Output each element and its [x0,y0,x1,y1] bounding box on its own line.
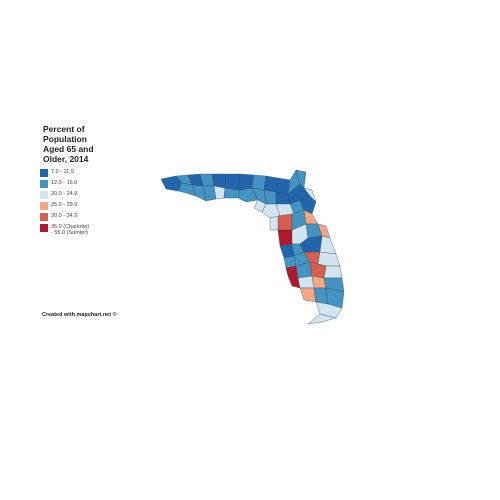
legend-label: 35.0 (Charlotte) - 55.0 (Sumter) [51,224,89,236]
county[interactable] [237,187,259,203]
county[interactable] [317,251,341,267]
legend-swatch [40,202,48,210]
county[interactable] [263,175,279,193]
county[interactable] [315,301,343,319]
county[interactable] [313,287,329,305]
legend-swatch [40,191,48,199]
legend-label-line: 35.0 (Charlotte) [51,224,90,230]
legend-title-line: Older, 2014 [43,154,89,164]
legend-label: 7.0 - 11.9 [51,169,74,175]
county[interactable] [213,185,226,200]
county[interactable] [263,189,277,205]
legend-label: 30.0 - 34.9 [51,213,78,219]
county[interactable] [299,287,317,303]
county[interactable] [299,195,317,215]
county[interactable] [177,182,197,197]
county[interactable] [297,275,315,289]
county[interactable] [269,215,279,231]
county[interactable] [319,235,337,255]
legend-label: 12.0 - 16.0 [51,180,78,186]
legend-swatch [40,224,48,232]
legend-label: 20.0 - 24.9 [51,191,78,197]
legend-swatch [40,169,48,177]
legend-swatch [40,213,48,221]
legend-title-line: Percent of [43,124,85,134]
county[interactable] [275,177,291,195]
legend-label: 25.0 - 29.9 [51,202,78,208]
county[interactable] [224,173,241,191]
county[interactable] [307,313,337,325]
legend-title: Percent of Population Aged 65 and Older,… [43,124,133,164]
credit-text: Created with mapchart.net © [42,312,117,318]
county[interactable] [277,229,293,247]
county[interactable] [277,213,293,231]
legend-swatch [40,180,48,188]
county[interactable] [279,243,295,259]
legend-label-line: - 55.0 (Sumter) [51,230,88,236]
legend-title-line: Population [43,134,87,144]
county[interactable] [323,265,343,279]
county[interactable] [251,174,267,191]
legend-title-line: Aged 65 and [43,144,94,154]
